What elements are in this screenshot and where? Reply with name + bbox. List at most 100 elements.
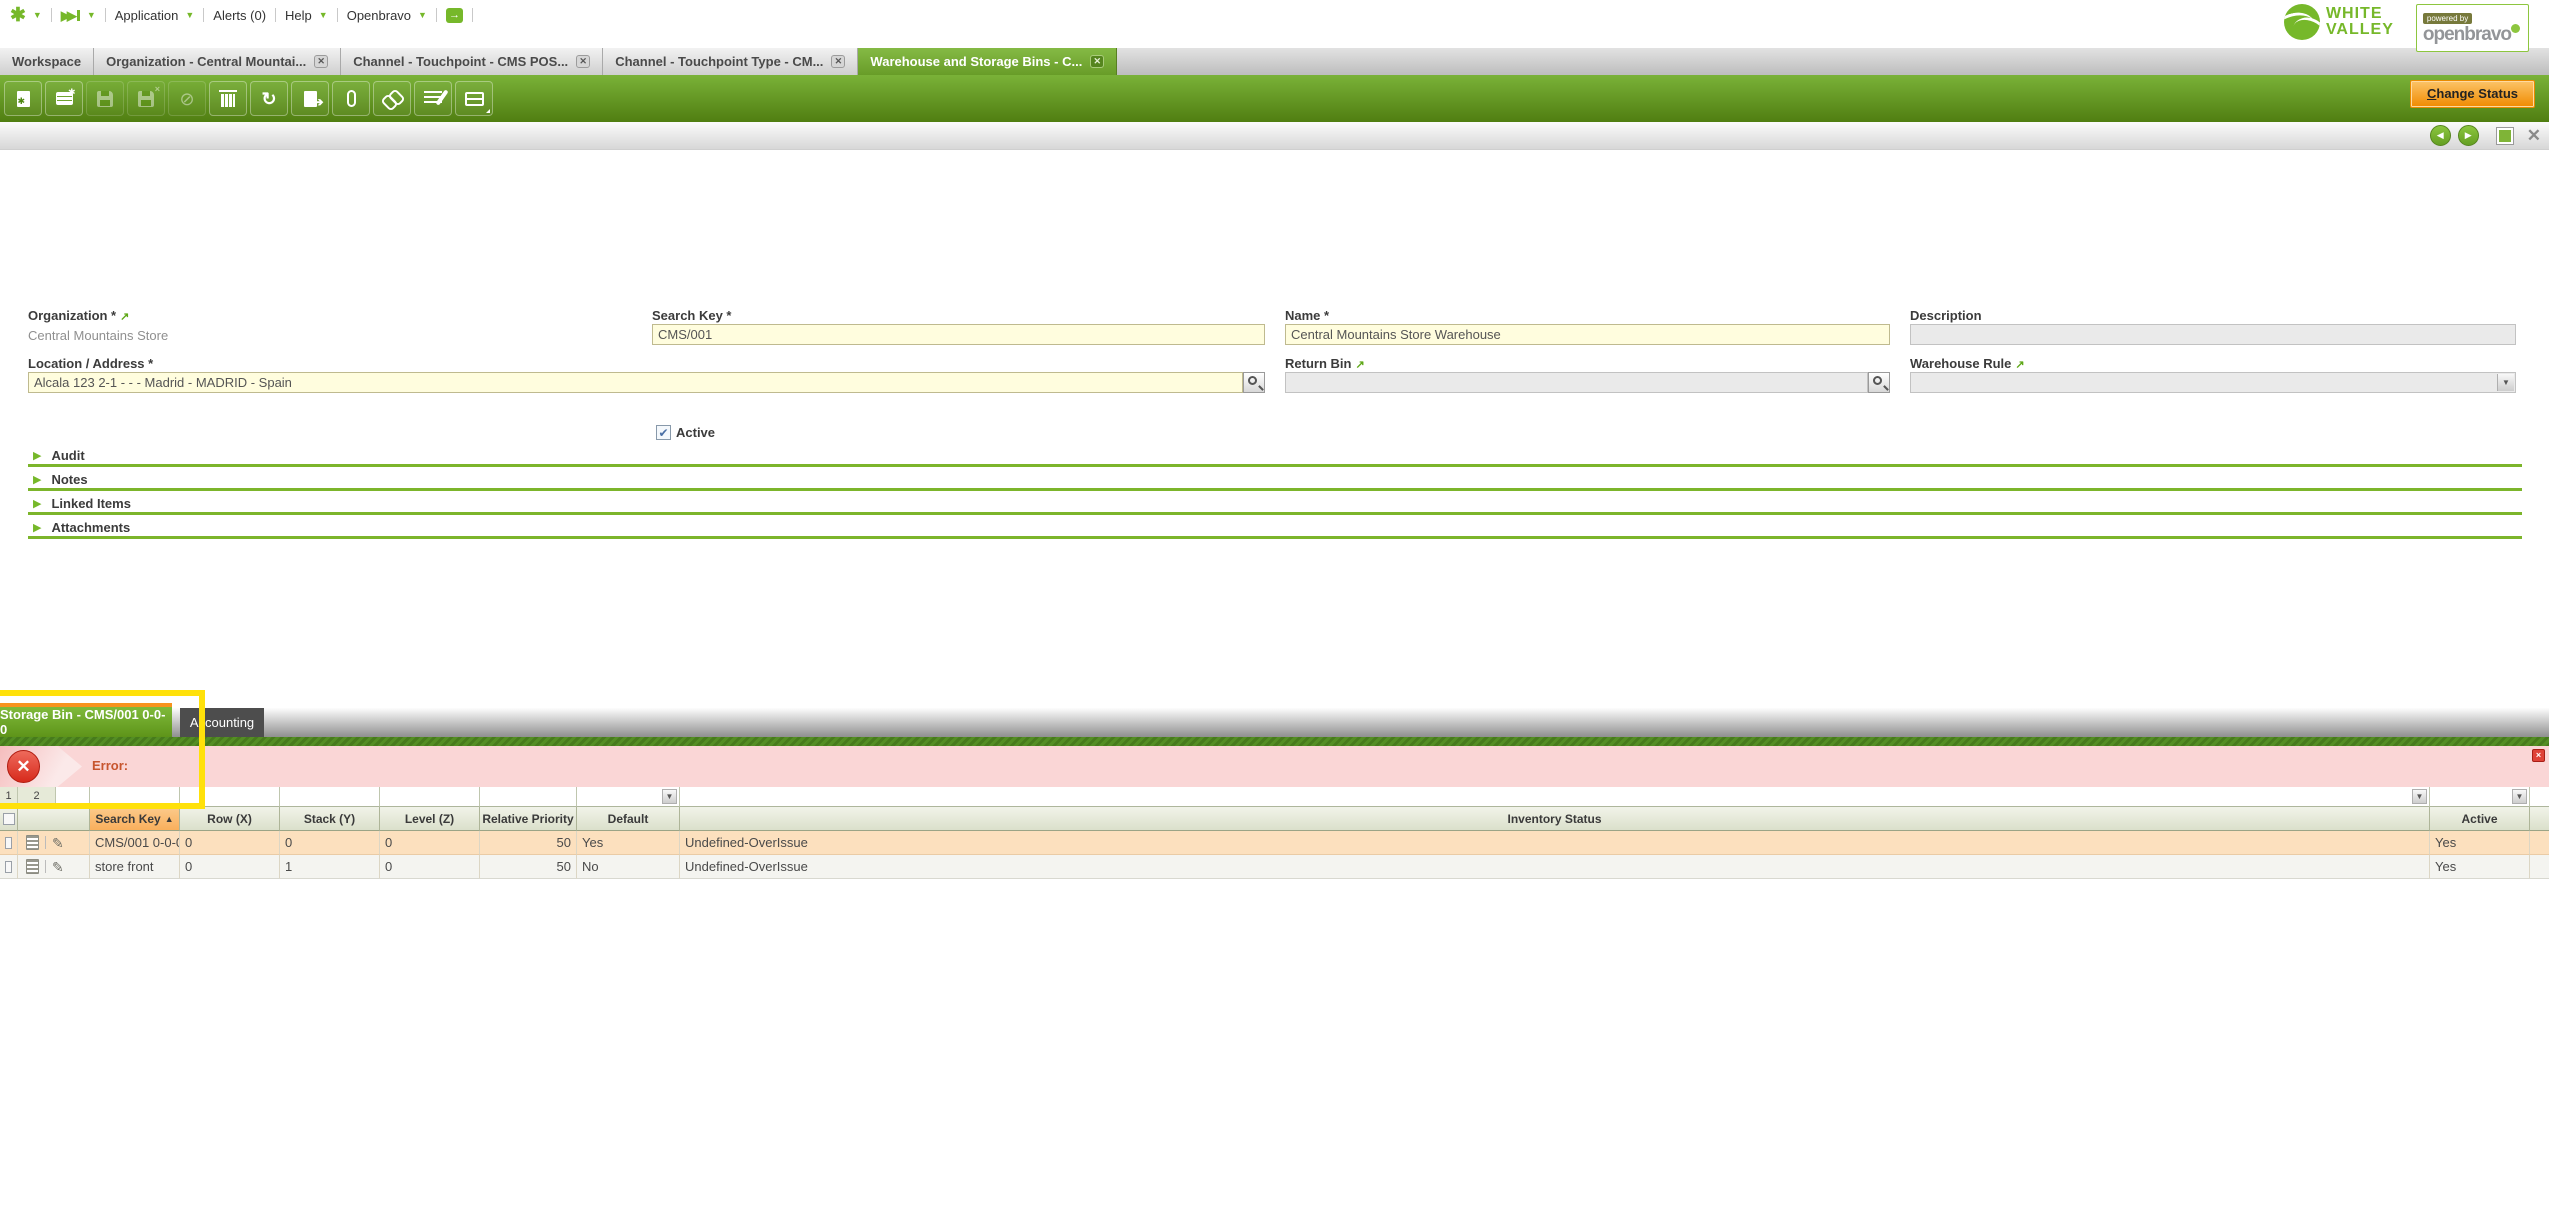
chevron-down-icon[interactable]: ▼ — [32, 10, 42, 20]
link-arrow-icon[interactable]: ↗ — [120, 311, 130, 323]
change-status-button[interactable]: Change Status — [2409, 80, 2535, 108]
white-valley-line1: WHITE — [2325, 5, 2383, 22]
expand-arrow-icon: ▶ — [33, 449, 42, 462]
location-label: Location / Address * — [28, 356, 154, 371]
select-all-checkbox[interactable] — [2, 812, 15, 825]
menu-divider — [275, 8, 277, 22]
save-button — [86, 81, 124, 116]
link-arrow-icon[interactable]: ↗ — [1355, 359, 1365, 371]
edit-pencil-icon[interactable]: ✎ — [52, 834, 64, 851]
section-attachments[interactable]: ▶ Attachments — [28, 518, 2522, 539]
return-bin-search-button[interactable] — [1868, 372, 1890, 393]
column-header-inventory-status[interactable]: Inventory Status — [680, 807, 2430, 831]
error-close-button[interactable]: × — [2532, 749, 2545, 762]
section-linked-items[interactable]: ▶ Linked Items — [28, 494, 2522, 515]
menu-alerts[interactable]: Alerts (0) — [213, 7, 267, 23]
menu-openbravo[interactable]: Openbravo — [346, 7, 412, 23]
filter-stack-y[interactable] — [280, 787, 380, 807]
tab-bottom-border — [0, 737, 2549, 746]
section-notes[interactable]: ▶ Notes — [28, 470, 2522, 491]
menu-help[interactable]: Help — [285, 7, 312, 23]
search-key-input[interactable]: CMS/001 — [652, 324, 1265, 345]
close-form-button[interactable]: ✕ — [2526, 125, 2541, 145]
description-input[interactable] — [1910, 324, 2516, 345]
select-all-column[interactable] — [0, 807, 18, 831]
location-search-button[interactable] — [1243, 372, 1265, 393]
table-row[interactable]: ✎ store front 0 1 0 50 No Undefined-Over… — [0, 855, 2549, 879]
column-header-level-z[interactable]: Level (Z) — [380, 807, 480, 831]
row-checkbox[interactable] — [5, 836, 12, 849]
column-header-relative-priority[interactable]: Relative Priority — [480, 807, 577, 831]
column-header-search-key[interactable]: Search Key ▲ — [90, 807, 180, 831]
close-icon[interactable]: ✕ — [314, 55, 329, 68]
column-header-active[interactable]: Active — [2430, 807, 2530, 831]
edit-pencil-icon[interactable]: ✎ — [52, 858, 64, 875]
row-checkbox[interactable] — [5, 860, 12, 873]
name-input[interactable]: Central Mountains Store Warehouse — [1285, 324, 1890, 345]
workspace-star-icon[interactable]: ✱ — [10, 4, 26, 26]
dropdown-arrow-icon[interactable]: ▼ — [662, 789, 677, 804]
tab-channel-touchpoint[interactable]: Channel - Touchpoint - CMS POS... ✕ — [341, 48, 604, 75]
tab-label: Workspace — [12, 54, 82, 69]
close-icon[interactable]: ✕ — [831, 55, 846, 68]
split-view-icon — [464, 91, 484, 106]
warehouse-rule-select[interactable]: ▼ — [1910, 372, 2516, 393]
table-row[interactable]: ✎ CMS/001 0-0-0 0 0 0 50 Yes Undefined-O… — [0, 831, 2549, 855]
column-header-default[interactable]: Default — [577, 807, 680, 831]
new-row-button[interactable]: ✱ — [45, 81, 83, 116]
skip-forward-icon[interactable]: ▶▶ — [61, 9, 80, 22]
chevron-down-icon[interactable]: ▼ — [318, 10, 328, 20]
chevron-down-icon[interactable]: ▼ — [86, 10, 96, 20]
delete-button[interactable] — [209, 81, 247, 116]
tab-storage-bin[interactable]: Storage Bin - CMS/001 0-0-0 — [0, 703, 172, 737]
new-document-button[interactable]: ✱ — [4, 81, 42, 116]
refresh-button[interactable]: ↻ — [250, 81, 288, 116]
link-button[interactable] — [373, 81, 411, 116]
ban-icon: ⊘ — [179, 88, 195, 109]
location-input[interactable]: Alcala 123 2-1 - - - Madrid - MADRID - S… — [28, 372, 1243, 393]
column-header-row-x[interactable]: Row (X) — [180, 807, 280, 831]
attachment-button[interactable] — [332, 81, 370, 116]
icon-divider — [45, 860, 46, 873]
filter-active[interactable]: ▼ — [2430, 787, 2530, 807]
filter-level-z[interactable] — [380, 787, 480, 807]
menu-application[interactable]: Application — [114, 7, 179, 23]
filter-default[interactable]: ▼ — [577, 787, 680, 807]
cell-inventory-status: Undefined-OverIssue — [680, 855, 2430, 879]
dropdown-arrow-icon[interactable]: ▼ — [2412, 789, 2427, 804]
export-button[interactable]: ➔ — [291, 81, 329, 116]
open-record-icon[interactable] — [26, 859, 39, 874]
tools-button[interactable] — [414, 81, 452, 116]
section-label: Notes — [51, 471, 88, 487]
tab-channel-touchpoint-type[interactable]: Channel - Touchpoint Type - CM... ✕ — [603, 48, 859, 75]
cell-relative-priority: 50 — [480, 831, 577, 855]
close-icon[interactable]: ✕ — [576, 55, 591, 68]
filter-relative-priority[interactable] — [480, 787, 577, 807]
open-record-icon[interactable] — [26, 835, 39, 850]
previous-record-button[interactable]: ◀ — [2429, 125, 2451, 146]
active-checkbox[interactable]: ✔ — [656, 425, 671, 440]
filter-search-key[interactable] — [90, 787, 180, 807]
tab-label: Warehouse and Storage Bins - C... — [870, 54, 1083, 69]
close-icon[interactable]: ✕ — [1090, 55, 1105, 68]
return-bin-input[interactable] — [1285, 372, 1868, 393]
logout-icon[interactable]: → — [445, 7, 463, 23]
section-audit[interactable]: ▶ Audit — [28, 446, 2522, 467]
dropdown-arrow-icon[interactable]: ▼ — [2512, 789, 2527, 804]
next-record-button[interactable]: ▶ — [2457, 125, 2479, 146]
tab-warehouse-storage-bins[interactable]: Warehouse and Storage Bins - C... ✕ — [858, 48, 1118, 75]
link-arrow-icon[interactable]: ↗ — [2015, 359, 2025, 371]
chevron-down-icon[interactable]: ▼ — [185, 10, 195, 20]
tab-accounting[interactable]: Accounting — [180, 708, 264, 737]
maximize-button[interactable] — [2495, 126, 2514, 145]
chevron-down-icon[interactable]: ▼ — [418, 10, 427, 20]
form-sections: ▶ Audit ▶ Notes ▶ Linked Items ▶ Attachm… — [28, 446, 2522, 542]
column-header-stack-y[interactable]: Stack (Y) — [280, 807, 380, 831]
dropdown-arrow-icon[interactable]: ▼ — [2497, 374, 2514, 391]
tab-organization[interactable]: Organization - Central Mountai... ✕ — [94, 48, 342, 75]
tab-workspace[interactable]: Workspace — [0, 48, 95, 75]
grid-form-toggle-button[interactable] — [455, 81, 493, 116]
filter-inventory-status[interactable]: ▼ — [680, 787, 2430, 807]
filter-row-x[interactable] — [180, 787, 280, 807]
magnifier-icon — [1873, 376, 1882, 385]
